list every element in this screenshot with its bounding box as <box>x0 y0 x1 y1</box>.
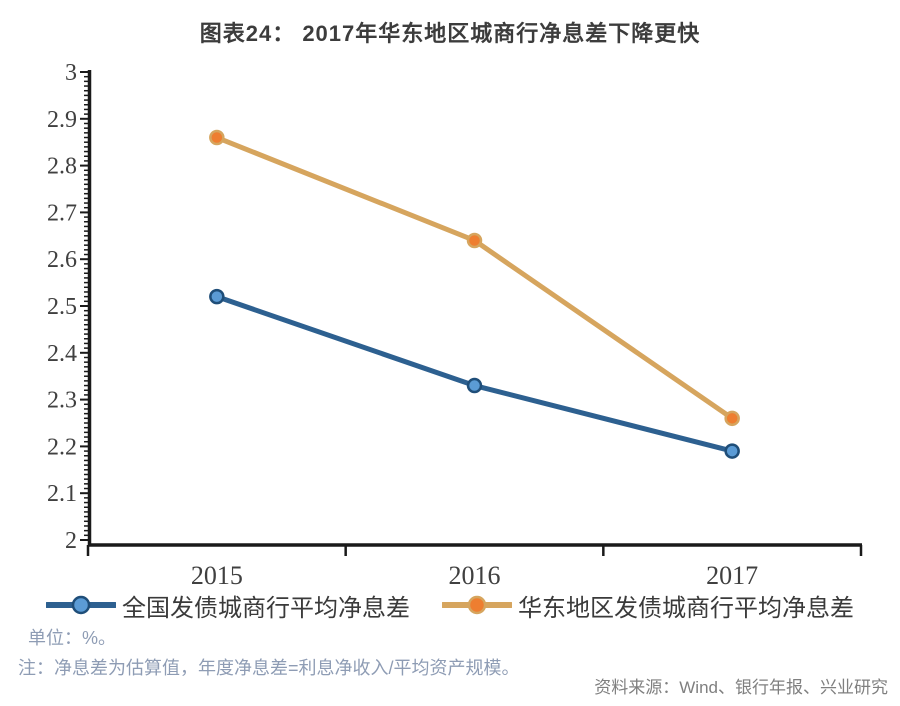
y-tick-label: 3 <box>65 60 77 86</box>
legend-label-national: 全国发债城商行平均净息差 <box>122 595 410 622</box>
chart-title: 图表24： 2017年华东地区城商行净息差下降更快 <box>199 21 701 46</box>
data-point-1-2017 <box>724 410 740 427</box>
legend-label-eastchina: 华东地区发债城商行平均净息差 <box>518 595 854 622</box>
data-point-0-2015 <box>209 288 225 305</box>
chart-svg: 3 2.9 2.8 2.7 2.6 2.5 2.4 2.3 2.2 2.1 2 2015 2016 201… <box>47 60 863 590</box>
source-note: 资料来源：Wind、银行年报、兴业研究 <box>594 678 888 697</box>
y-tick-label: 2.1 <box>47 481 77 507</box>
legend-line-sample-national <box>46 595 116 615</box>
y-tick-label: 2 <box>65 528 77 554</box>
y-tick-label: 2.4 <box>47 341 77 367</box>
y-tick-label: 2.6 <box>47 247 77 273</box>
legend-item-national: 全国发债城商行平均净息差 <box>46 588 410 623</box>
y-tick-label: 2.8 <box>47 154 77 180</box>
y-tick-label: 2.2 <box>47 434 77 460</box>
data-point-0-2016 <box>466 377 483 394</box>
legend-sample-marker <box>467 595 487 615</box>
y-tick-label: 2.7 <box>47 200 77 226</box>
legend-line-sample-eastchina <box>442 595 512 615</box>
data-point-0-2017 <box>724 443 740 459</box>
unit-note: 单位：%。 <box>28 628 117 648</box>
y-tick-label: 2.3 <box>47 388 77 414</box>
y-tick-label: 2.9 <box>47 107 77 133</box>
x-tick-label: 2016 <box>449 561 501 590</box>
y-tick-label: 2.5 <box>47 294 77 320</box>
data-point-1-2015 <box>209 129 225 146</box>
legend-item-eastchina: 华东地区发债城商行平均净息差 <box>442 588 854 623</box>
chart-legend: 全国发债城商行平均净息差 华东地区发债城商行平均净息差 <box>0 588 900 622</box>
x-tick-label: 2015 <box>191 561 243 590</box>
series-line-0 <box>214 294 735 454</box>
x-tick-label: 2017 <box>706 561 758 590</box>
legend-sample-marker <box>71 595 91 615</box>
data-point-1-2016 <box>466 232 483 249</box>
method-note: 注：净息差为估算值，年度净息差=利息净收入/平均资产规模。 <box>18 658 520 678</box>
series-line-1 <box>214 135 735 421</box>
